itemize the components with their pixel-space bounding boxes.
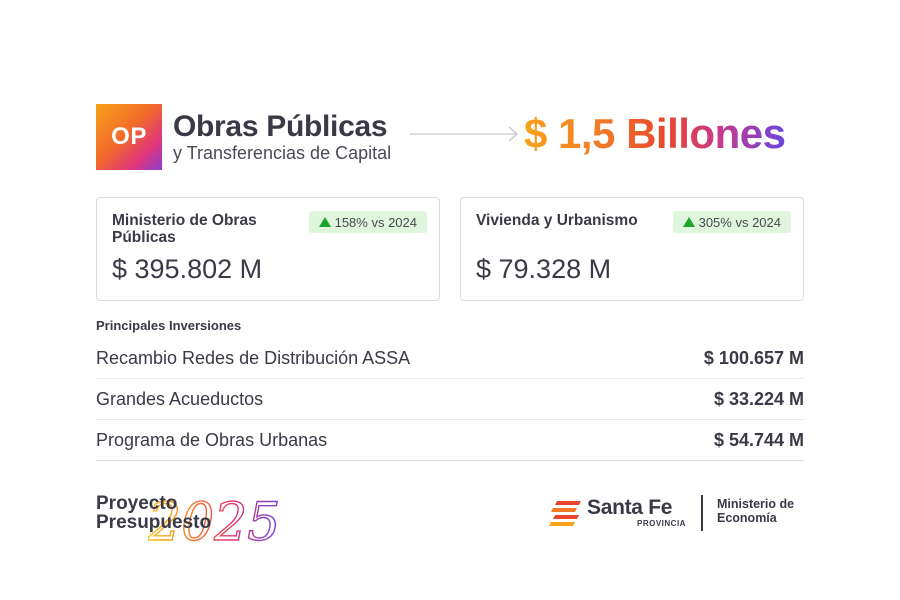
investment-row: Programa de Obras Urbanas $ 54.744 M	[96, 420, 804, 461]
op-logo-badge: OP	[96, 104, 162, 170]
up-triangle-icon	[682, 217, 695, 227]
investment-name: Recambio Redes de Distribución ASSA	[96, 347, 411, 368]
investment-name: Grandes Acueductos	[96, 388, 264, 409]
investment-row: Recambio Redes de Distribución ASSA $ 10…	[96, 338, 804, 379]
card-amount: $ 79.328 M	[476, 254, 612, 284]
investment-name: Programa de Obras Urbanas	[96, 429, 328, 450]
proyecto-words: Proyecto Presupuesto	[96, 494, 211, 532]
change-text: 158% vs 2024	[334, 214, 417, 230]
year-logo: 2025	[148, 494, 281, 554]
card-ministerio-obras: Ministerio de Obras Públicas 158% vs 202…	[96, 197, 440, 301]
total-budget: $ 1,5 Billones	[524, 110, 786, 157]
arrow-right-icon	[410, 126, 518, 142]
investments-list: Recambio Redes de Distribución ASSA $ 10…	[96, 338, 804, 461]
change-text: 305% vs 2024	[698, 214, 781, 230]
page-title: Obras Públicas	[173, 110, 388, 143]
santa-fe-flag-logo	[549, 501, 581, 526]
ministry-name: Ministerio de Economía	[717, 497, 794, 525]
page-subtitle: y Transferencias de Capital	[173, 143, 392, 163]
card-label: Vivienda y Urbanismo	[476, 212, 638, 229]
change-badge: 305% vs 2024	[672, 211, 791, 233]
proyecto-line2: Presupuesto	[96, 512, 212, 533]
investment-value: $ 100.657 M	[703, 347, 804, 368]
change-badge: 158% vs 2024	[308, 211, 427, 233]
investments-heading: Principales Inversiones	[96, 318, 242, 333]
card-vivienda-urbanismo: Vivienda y Urbanismo 305% vs 2024 $ 79.3…	[460, 197, 804, 301]
card-label: Ministerio de Obras Públicas	[112, 212, 257, 246]
op-badge-text: OP	[111, 123, 147, 150]
investment-value: $ 54.744 M	[713, 429, 804, 450]
up-triangle-icon	[318, 217, 331, 227]
proyecto-presupuesto-logo: Proyecto Presupuesto 2025	[96, 494, 316, 554]
card-amount: $ 395.802 M	[112, 254, 263, 284]
province-label: PROVINCIA	[637, 519, 686, 528]
proyecto-line1: Proyecto	[96, 493, 178, 514]
province-name: Santa Fe	[587, 496, 673, 519]
year-text: 2025	[148, 494, 280, 553]
ministry-line2: Economía	[717, 511, 777, 525]
divider	[701, 495, 703, 531]
investment-row: Grandes Acueductos $ 33.224 M	[96, 379, 804, 420]
ministry-line1: Ministerio de	[717, 497, 795, 511]
investment-value: $ 33.224 M	[713, 388, 804, 409]
santa-fe-logo: Santa Fe PROVINCIA Ministerio de Economí…	[549, 495, 809, 535]
